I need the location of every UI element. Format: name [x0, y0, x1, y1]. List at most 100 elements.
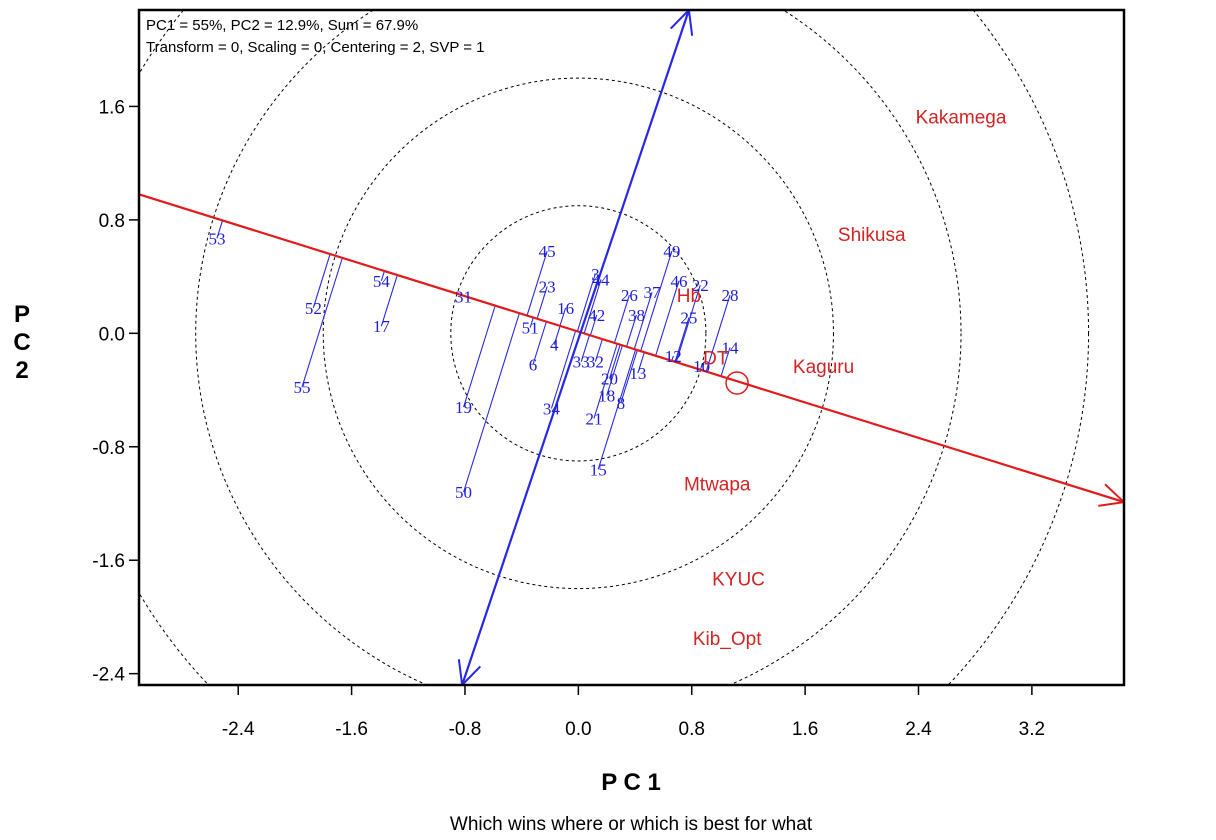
projection-line [216, 220, 224, 239]
genotype-label: 44 [593, 270, 611, 289]
y-tick-label: -0.8 [92, 438, 125, 459]
genotype-label: 32 [587, 353, 604, 372]
projection-line [640, 250, 673, 352]
genotype-label: 46 [670, 272, 687, 291]
genotype-label: 4 [550, 336, 559, 355]
genotype-label: 14 [722, 339, 740, 358]
biplot-axes [139, 10, 1124, 685]
genotype-label: 10 [693, 357, 710, 376]
concentric-rings [139, 10, 1089, 685]
projection-line [675, 284, 701, 363]
projection-line [380, 274, 398, 327]
environment-label: Shikusa [838, 225, 906, 246]
genotype-label: 15 [590, 460, 607, 479]
svg-text:P: P [14, 301, 30, 328]
y-axis-ticks: 1.6 0.8 0.0 -0.8 -1.6 -2.4 [92, 97, 139, 686]
genotype-label: 16 [557, 299, 574, 318]
projection-line [633, 292, 653, 350]
genotype-label: 34 [543, 399, 561, 418]
genotype-label: 50 [455, 483, 472, 502]
projection-line [637, 352, 645, 374]
genotype-label: 42 [588, 306, 605, 325]
genotype-label: 25 [680, 309, 697, 328]
projection-line [553, 325, 561, 345]
projection-line [674, 317, 690, 363]
projection-line [705, 294, 731, 372]
x-tick-label: 2.4 [905, 719, 932, 740]
x-tick-label: 1.6 [792, 719, 818, 740]
projection-line [536, 286, 548, 319]
projection-line [463, 313, 520, 493]
genotype-label: 12 [665, 347, 682, 366]
plot-frame [137, 8, 1126, 687]
genotype-label: 8 [617, 394, 626, 413]
dashed-ring [450, 205, 707, 462]
environment-label: KYUC [712, 570, 765, 591]
projection-line [580, 334, 591, 362]
projection-line [655, 280, 680, 356]
genotype-label: 55 [293, 378, 310, 397]
genotype-label: 49 [663, 242, 680, 261]
x-tick-label: -1.6 [335, 719, 368, 740]
y-tick-label: -1.6 [92, 551, 125, 572]
environment-label: Hb [677, 286, 701, 307]
projection-line [583, 279, 602, 334]
environment-label: Kib_Opt [693, 629, 762, 650]
genotype-label: 37 [644, 283, 662, 302]
y-tick-label: 1.6 [99, 97, 125, 118]
y-tick-label: 0.0 [99, 324, 125, 345]
x-tick-label: 0.8 [679, 719, 705, 740]
x-axis-ticks: -2.4 -1.6 -0.8 0.0 0.8 1.6 2.4 3.2 [222, 685, 1045, 740]
genotype-label: 18 [598, 387, 615, 406]
genotype-label: 3 [591, 265, 600, 284]
x-axis-label: P C 1 [601, 769, 661, 796]
projection-line [576, 273, 596, 332]
projection-line [529, 317, 534, 328]
projection-line [720, 347, 731, 377]
genotype-label: 51 [522, 319, 539, 338]
average-environment-axis-arrowhead [1098, 483, 1124, 507]
genotype-label: 22 [692, 276, 709, 295]
x-tick-label: -0.8 [449, 719, 482, 740]
svg-text:2: 2 [15, 357, 28, 384]
y-axis-label: P C 2 [13, 301, 30, 384]
environment-label: Kaguru [793, 357, 854, 378]
y-tick-label: -2.4 [92, 665, 125, 686]
projection-line [626, 314, 637, 347]
x-tick-label: 3.2 [1019, 719, 1045, 740]
projection-line [606, 345, 623, 396]
genotype-label: 31 [455, 287, 472, 306]
perpendicular-axis [461, 10, 690, 685]
genotype-label: 53 [208, 229, 225, 248]
projection-line [559, 307, 567, 327]
genotype-label: 54 [373, 272, 391, 291]
genotype-label: 19 [455, 398, 472, 417]
environment-label: DT [703, 348, 729, 369]
genotype-label: 45 [539, 242, 556, 261]
projection-line [312, 253, 331, 308]
genotype-label: 6 [529, 356, 538, 375]
projection-line [463, 305, 496, 408]
dashed-ring [195, 10, 962, 685]
projection-line [301, 257, 343, 388]
projection-line [380, 270, 385, 282]
average-environment-axis [139, 193, 1124, 504]
projection-line [620, 349, 638, 403]
average-environment-marker [725, 371, 749, 395]
genotype-label: 17 [373, 317, 391, 336]
dashed-ring [139, 10, 1089, 685]
svg-text:C: C [13, 329, 30, 356]
environment-labels: Kakamega Shikusa Kaguru Mtwapa KYUC Kib_Opt Hb… [677, 107, 1007, 650]
genotype-label: 28 [722, 286, 739, 305]
x-tick-label: 0.0 [565, 719, 591, 740]
y-tick-label: 0.8 [99, 211, 125, 232]
genotype-label: 20 [601, 370, 618, 389]
x-tick-label: -2.4 [222, 719, 255, 740]
projection-line [594, 338, 603, 362]
projection-line [609, 344, 621, 379]
genotype-label: 33 [573, 353, 590, 372]
environment-label: Kakamega [916, 107, 1007, 128]
genotype-label: 52 [305, 299, 322, 318]
